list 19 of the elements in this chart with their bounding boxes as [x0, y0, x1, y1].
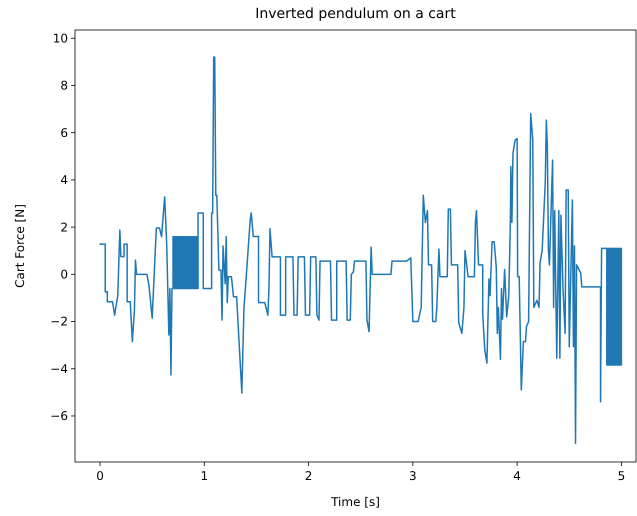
- y-tick-label: 4: [60, 173, 68, 188]
- y-tick-label: 6: [60, 126, 68, 140]
- y-tick-label: −6: [50, 409, 68, 424]
- y-axis-title: Cart Force [N]: [13, 204, 27, 288]
- y-tick-label: 8: [60, 78, 68, 93]
- y-tick-label: −4: [50, 362, 68, 376]
- x-tick-label: 3: [409, 469, 417, 483]
- x-tick-label: 2: [304, 469, 312, 483]
- x-tick-label: 4: [513, 469, 521, 483]
- x-tick-label: 1: [200, 469, 208, 483]
- y-tick-label: 2: [60, 220, 68, 234]
- y-tick-label: −2: [50, 314, 68, 329]
- x-axis-title: Time [s]: [330, 495, 380, 509]
- x-tick-label: 5: [618, 469, 626, 483]
- chart-title: Inverted pendulum on a cart: [255, 6, 456, 22]
- y-tick-label: 10: [52, 31, 68, 46]
- line-series: [99, 56, 622, 444]
- y-tick-label: 0: [60, 268, 68, 282]
- x-tick-label: 0: [96, 469, 104, 483]
